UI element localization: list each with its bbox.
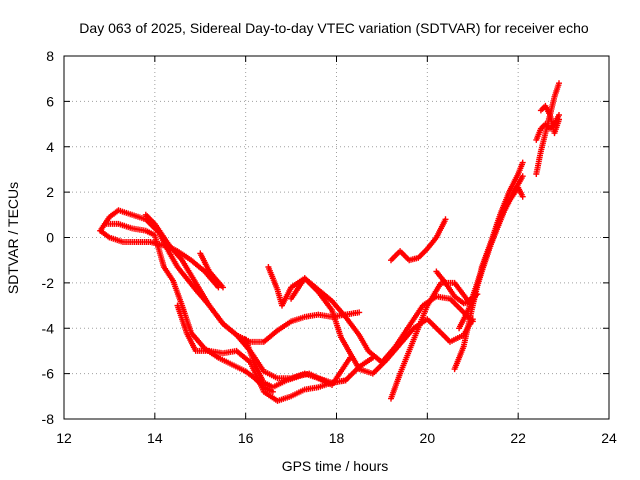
x-tick-label: 14 [147, 430, 163, 446]
y-tick-label: -2 [42, 275, 55, 291]
y-tick-label: 4 [46, 139, 54, 155]
chart-title: Day 063 of 2025, Sidereal Day-to-day VTE… [79, 20, 589, 36]
series-marks [537, 102, 562, 137]
y-tick-label: -4 [42, 320, 55, 336]
series-6 [242, 336, 354, 391]
series-0 [97, 207, 363, 345]
series-8 [288, 275, 476, 366]
series-13 [456, 173, 526, 332]
y-tick-label: 8 [46, 48, 54, 64]
series-marks [388, 216, 449, 264]
x-tick-label: 16 [238, 430, 254, 446]
series-marks [97, 207, 363, 345]
y-tick-label: 0 [46, 230, 54, 246]
y-tick-label: 2 [46, 184, 54, 200]
series-4 [174, 302, 349, 404]
series-marks [242, 336, 354, 391]
series-16 [537, 102, 562, 137]
x-axis-label: GPS time / hours [282, 458, 389, 474]
y-tick-label: 6 [46, 93, 54, 109]
series-10 [388, 279, 481, 402]
x-tick-label: 24 [601, 430, 617, 446]
series-marks [197, 250, 226, 291]
grid [64, 56, 609, 419]
x-tick-label: 12 [56, 430, 72, 446]
y-tick-label: -8 [42, 411, 55, 427]
data-series [97, 80, 562, 404]
series-marks [174, 302, 349, 404]
x-tick-label: 22 [510, 430, 526, 446]
series-marks [456, 173, 526, 332]
series-9 [388, 216, 449, 264]
y-axis-label: SDTVAR / TECUs [5, 182, 21, 294]
series-marks [433, 184, 526, 307]
series-marks [388, 279, 481, 402]
y-tick-label: -6 [42, 366, 55, 382]
series-5 [197, 250, 226, 291]
series-marks [101, 220, 276, 395]
x-tick-label: 20 [420, 430, 436, 446]
series-11 [433, 184, 526, 307]
x-tick-label: 18 [329, 430, 345, 446]
series-2 [101, 220, 276, 395]
series-marks [288, 275, 476, 366]
